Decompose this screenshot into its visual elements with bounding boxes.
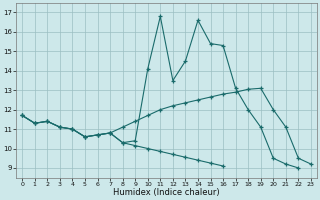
X-axis label: Humidex (Indice chaleur): Humidex (Indice chaleur) xyxy=(113,188,220,197)
